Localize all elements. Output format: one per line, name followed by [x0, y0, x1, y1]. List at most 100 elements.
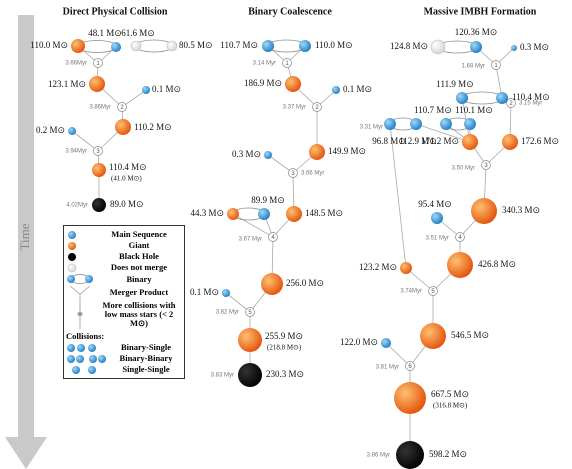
- step-number: 5: [431, 289, 435, 295]
- mass-label: 426.8 M⊙: [478, 259, 516, 269]
- panel-title: Binary Coalescence: [248, 6, 332, 17]
- star: [222, 289, 230, 297]
- mass-label: 123.2 M⊙: [359, 262, 397, 272]
- legend-row: Merger Product: [66, 285, 182, 299]
- legend-label: Does not merge: [110, 262, 168, 272]
- step-number: 6: [408, 364, 412, 370]
- legend-label: Merger Product: [109, 286, 169, 297]
- mass-label: 110.7 M⊙: [220, 40, 258, 50]
- mass-label: 256.0 M⊙: [286, 278, 324, 288]
- step-marker: [455, 232, 465, 242]
- step-number: 5: [248, 310, 252, 316]
- mass-label: 230.3 M⊙: [266, 369, 304, 379]
- mass-label: 89.9 M⊙: [251, 195, 285, 205]
- mass-label: 80.5 M⊙: [179, 40, 213, 50]
- mass-note: (218.8 M⊙): [267, 344, 302, 352]
- step-marker: [312, 102, 322, 112]
- mass-label: 172.6 M⊙: [521, 136, 559, 146]
- step-number: 4: [458, 235, 462, 241]
- nodes: Direct Physical Collision 1 3.66Myr 2 3.86My…: [30, 6, 559, 469]
- mass-label: 112.9 M⊙: [399, 136, 437, 146]
- mass-note: (41.0 M⊙): [111, 175, 142, 183]
- star: [142, 86, 150, 94]
- step-marker: [93, 58, 103, 68]
- merger-edge: [389, 123, 407, 269]
- star: [381, 338, 391, 348]
- legend-row: Collisions:: [66, 331, 182, 342]
- star: [309, 144, 325, 160]
- mass-label: 122.0 M⊙: [340, 337, 378, 347]
- step-number: 2: [120, 105, 124, 111]
- mass-label: 110.0 M⊙: [30, 40, 68, 50]
- mass-label: 61.6 M⊙: [121, 28, 155, 38]
- star: [166, 40, 178, 52]
- mass-label: 110.2 M⊙: [134, 122, 172, 132]
- time-arrow-head: [5, 437, 47, 469]
- star: [511, 45, 517, 51]
- step-marker: [117, 102, 127, 112]
- mass-label: 111.9 M⊙: [436, 79, 473, 89]
- merger-edge: [415, 123, 471, 143]
- event-time: 3.66 Myr: [301, 171, 324, 177]
- mass-label: 110.1 M⊙: [455, 105, 493, 115]
- legend-label: More collisions with low mass stars (< 2…: [102, 299, 176, 328]
- event-time: 3.82 Myr: [216, 310, 239, 316]
- time-label: Time: [17, 223, 32, 250]
- event-time: 4.02Myr: [66, 203, 88, 209]
- star: [115, 119, 131, 135]
- star: [496, 92, 508, 104]
- event-time: 3.37 Myr: [283, 105, 306, 111]
- star: [264, 151, 272, 159]
- legend-row: More collisions with low mass stars (< 2…: [66, 299, 182, 329]
- legend-label: Binary-Single: [120, 342, 172, 352]
- legend-label: Binary-Binary: [119, 353, 173, 363]
- step-number: 4: [271, 235, 275, 241]
- merger-edge: [267, 154, 294, 174]
- event-time: 3.86Myr: [89, 105, 111, 111]
- step-marker: [481, 160, 491, 170]
- step-marker: [491, 60, 501, 70]
- step-marker: [245, 307, 255, 317]
- star: [68, 127, 76, 135]
- star: [92, 198, 106, 212]
- star: [130, 40, 142, 52]
- merger-edge: [71, 130, 99, 152]
- mass-label: 0.2 M⊙: [36, 125, 65, 135]
- event-time: 3.14 Myr: [253, 61, 276, 67]
- mass-label: 0.1 M⊙: [343, 84, 372, 94]
- star: [456, 92, 468, 104]
- step-number: 3: [291, 171, 295, 177]
- step-number: 2: [315, 105, 319, 111]
- step-marker: [268, 232, 278, 242]
- mass-label: 0.3 M⊙: [232, 149, 261, 159]
- event-time: 3.51 Myr: [426, 236, 449, 242]
- legend-heading: Collisions:: [66, 331, 105, 341]
- event-time: 3.67 Myr: [239, 237, 262, 243]
- event-time: 3.83 Myr: [211, 373, 234, 379]
- mass-label: 149.9 M⊙: [328, 146, 366, 156]
- mass-label: 95.4 M⊙: [418, 199, 452, 209]
- step-marker: [93, 146, 103, 156]
- mass-label: 546.5 M⊙: [451, 330, 489, 340]
- step-number: 3: [96, 149, 100, 155]
- panel-title: Massive IMBH Formation: [424, 6, 537, 17]
- event-time: 3.50 Myr: [452, 166, 475, 172]
- legend-row: Single-Single: [66, 364, 182, 375]
- merger-edge: [225, 292, 251, 313]
- step-number: 1: [285, 61, 289, 67]
- legend-row: Does not merge: [66, 262, 182, 273]
- star: [71, 39, 85, 53]
- mass-label: 120.36 M⊙: [455, 27, 498, 37]
- merger-edge: [121, 89, 147, 108]
- mass-label: 186.9 M⊙: [244, 78, 282, 88]
- star: [394, 382, 426, 414]
- star: [89, 76, 105, 92]
- event-time: 3.31 Myr: [360, 125, 383, 131]
- step-marker: [428, 286, 438, 296]
- mass-label: 340.3 M⊙: [502, 205, 540, 215]
- legend-row: Black Hole: [66, 251, 182, 262]
- star: [238, 328, 262, 352]
- merger-edge: [385, 342, 411, 367]
- legend-label: Giant: [128, 240, 150, 250]
